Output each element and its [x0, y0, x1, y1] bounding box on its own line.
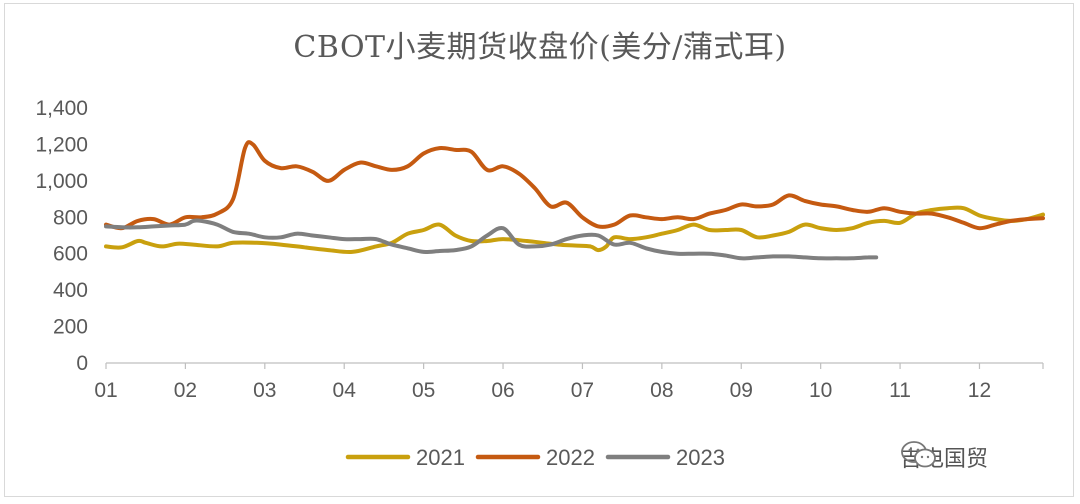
series-line-2023 [104, 218, 879, 261]
chart-frame [4, 3, 1074, 497]
wechat-icon [901, 441, 936, 468]
series-line-2022 [104, 140, 1045, 231]
x-tick-label: 04 [333, 379, 357, 402]
legend-label-2023: 2023 [676, 445, 725, 470]
x-tick-label: 11 [889, 379, 911, 402]
watermark: 吉电国贸 [900, 440, 988, 474]
y-tick-label: 1,200 [35, 133, 88, 156]
x-tick-label: 05 [412, 379, 435, 402]
x-tick-label: 01 [94, 379, 117, 402]
y-axis-ticks: 0 200 400 600 800 1,000 1,200 1,400 [35, 97, 88, 375]
x-tick-label: 02 [174, 379, 197, 402]
legend-label-2022: 2022 [546, 445, 595, 470]
legend-label-2021: 2021 [416, 445, 465, 470]
y-tick-label: 1,400 [35, 97, 88, 120]
x-tick-label: 06 [491, 379, 514, 402]
series-group [104, 140, 1045, 261]
x-tick-label: 09 [730, 379, 753, 402]
x-axis-ticks: 01 02 03 04 05 06 07 08 09 10 11 12 [94, 363, 1044, 402]
y-tick-label: 1,000 [35, 170, 88, 193]
series-line-2021 [104, 205, 1045, 255]
y-tick-label: 600 [53, 243, 88, 266]
x-tick-label: 07 [571, 379, 594, 402]
chart-title: CBOT小麦期货收盘价(美分/蒲式耳) [293, 30, 787, 65]
y-tick-label: 400 [53, 279, 88, 302]
x-tick-label: 10 [809, 379, 832, 402]
x-tick-label: 08 [650, 379, 673, 402]
legend: 2021 2022 2023 [345, 445, 725, 470]
y-tick-label: 200 [53, 316, 88, 339]
y-tick-label: 800 [53, 206, 88, 229]
x-tick-label: 03 [253, 379, 276, 402]
y-tick-label: 0 [76, 352, 88, 375]
x-tick-label: 12 [968, 379, 991, 402]
